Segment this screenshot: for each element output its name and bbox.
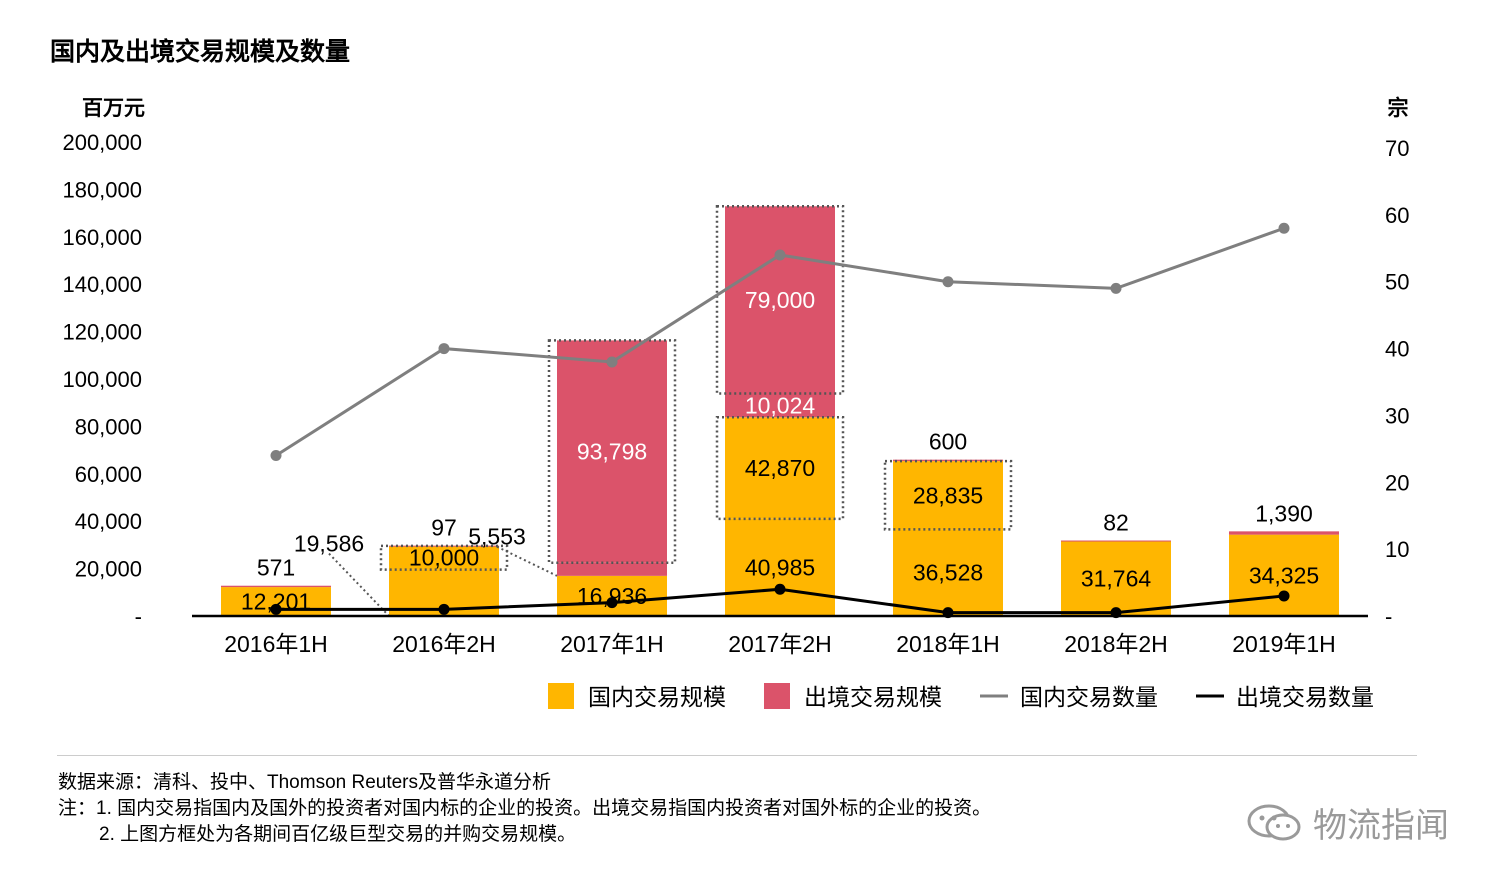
outbound-bar-segment xyxy=(1229,531,1339,535)
outbound-bar-segment xyxy=(557,562,667,576)
domestic-bar-segment xyxy=(1229,534,1339,616)
category-label: 2019年1H xyxy=(1232,631,1336,657)
mega-deal-box xyxy=(883,459,1013,531)
leader-line xyxy=(328,552,390,617)
outbound-bar-segment xyxy=(893,459,1003,462)
segment-value-label: 10,000 xyxy=(409,545,479,571)
category-label: 2016年2H xyxy=(392,631,496,657)
segment-value-label: 12,201 xyxy=(241,589,311,615)
segment-value-label: 19,586 xyxy=(294,531,364,557)
domestic-count-point xyxy=(1110,282,1122,294)
legend-swatch xyxy=(764,683,790,709)
outbound-count-point xyxy=(270,603,282,615)
segment-value-label: 31,764 xyxy=(1081,565,1152,591)
right-tick-label: 40 xyxy=(1385,337,1409,362)
leader-line xyxy=(496,545,558,577)
legend-label: 出境交易数量 xyxy=(1236,684,1374,710)
outbound-bar-segment xyxy=(221,585,331,588)
segment-value-label: 1,390 xyxy=(1255,500,1313,526)
divider xyxy=(57,755,1417,756)
domestic-count-point xyxy=(774,249,786,261)
right-tick-label: 30 xyxy=(1385,403,1409,428)
legend-label: 出境交易规模 xyxy=(804,684,942,710)
legend-label: 国内交易规模 xyxy=(588,684,726,710)
segment-value-label: 97 xyxy=(431,515,457,541)
outbound-bar-segment xyxy=(1061,540,1171,542)
outbound-count-point xyxy=(774,583,786,595)
domestic-count-point xyxy=(1278,222,1290,234)
domestic-count-point xyxy=(270,450,282,462)
note-1: 注：1. 国内交易指国内及国外的投资者对国内标的企业的投资。出境交易指国内投资者… xyxy=(58,798,992,819)
domestic-bar-segment xyxy=(389,545,499,570)
category-label: 2017年2H xyxy=(728,631,832,657)
segment-value-label: 93,798 xyxy=(577,439,647,465)
note-2: 2. 上图方框处为各期间百亿级巨型交易的并购交易规模。 xyxy=(99,824,577,845)
segment-value-label: 82 xyxy=(1103,510,1129,536)
legend-swatch xyxy=(548,683,574,709)
segment-value-label: 34,325 xyxy=(1249,562,1319,588)
domestic-bar-segment xyxy=(893,529,1003,616)
segment-value-label: 5,553 xyxy=(468,524,526,550)
outbound-bar-segment xyxy=(389,545,499,547)
left-tick-label: 200,000 xyxy=(62,130,142,155)
right-tick-label: 10 xyxy=(1385,537,1409,562)
left-tick-label: 80,000 xyxy=(75,414,142,439)
category-label: 2018年1H xyxy=(896,631,1000,657)
outbound-bar-segment xyxy=(557,340,667,563)
right-tick-label: 50 xyxy=(1385,270,1409,295)
segment-value-label: 36,528 xyxy=(913,560,983,586)
right-axis-unit: 宗 xyxy=(1388,96,1409,120)
outbound-count-point xyxy=(438,603,450,615)
segment-value-label: 40,985 xyxy=(745,554,815,580)
segment-value-label: 600 xyxy=(929,429,967,455)
category-label: 2016年1H xyxy=(224,631,328,657)
mega-deal-box xyxy=(715,416,845,521)
outbound-bar-segment xyxy=(725,206,835,394)
chart-title: 国内及出境交易规模及数量 xyxy=(50,38,351,66)
mega-deal-box xyxy=(547,339,677,564)
right-tick-label: 70 xyxy=(1385,136,1409,161)
left-tick-label: 60,000 xyxy=(75,462,142,487)
notes: 数据来源：清科、投中、Thomson Reuters及普华永道分析 注：1. 国… xyxy=(58,770,991,848)
segment-value-label: 79,000 xyxy=(745,287,815,313)
left-tick-label: 100,000 xyxy=(62,367,142,392)
domestic-bar-segment xyxy=(893,461,1003,530)
watermark: 物流指闻 xyxy=(1245,798,1449,847)
legend-label: 国内交易数量 xyxy=(1020,684,1158,710)
source-note: 数据来源：清科、投中、Thomson Reuters及普华永道分析 xyxy=(58,772,552,793)
left-tick-label: - xyxy=(135,604,142,629)
domestic-count-point xyxy=(606,356,618,368)
right-tick-label: - xyxy=(1385,604,1392,629)
mega-deal-box xyxy=(715,205,845,395)
left-tick-label: 20,000 xyxy=(75,557,142,582)
outbound-bar-segment xyxy=(725,393,835,418)
segment-value-label: 10,024 xyxy=(745,392,816,418)
right-tick-label: 60 xyxy=(1385,203,1409,228)
domestic-count-point xyxy=(942,276,954,288)
segment-value-label: 28,835 xyxy=(913,482,983,508)
segment-value-label: 571 xyxy=(257,555,295,581)
right-tick-label: 20 xyxy=(1385,470,1409,495)
outbound-count-point xyxy=(1278,590,1290,602)
segment-value-label: 16,936 xyxy=(577,583,647,609)
domestic-bar-segment xyxy=(557,575,667,616)
segment-value-label: 42,870 xyxy=(745,455,815,481)
left-tick-label: 180,000 xyxy=(62,177,142,202)
category-label: 2017年1H xyxy=(560,631,664,657)
outbound-count-point xyxy=(606,597,618,609)
watermark-text: 物流指闻 xyxy=(1313,807,1449,845)
left-axis-unit: 百万元 xyxy=(82,97,145,120)
domestic-bar-segment xyxy=(725,518,835,616)
domestic-bar-segment xyxy=(1061,540,1171,616)
wechat-icon xyxy=(1247,804,1301,840)
left-tick-label: 40,000 xyxy=(75,509,142,534)
category-label: 2018年2H xyxy=(1064,631,1168,657)
left-tick-label: 120,000 xyxy=(62,320,142,345)
left-tick-label: 160,000 xyxy=(62,225,142,250)
domestic-bar-segment xyxy=(725,417,835,519)
left-tick-label: 140,000 xyxy=(62,272,142,297)
domestic-count-point xyxy=(438,343,450,355)
